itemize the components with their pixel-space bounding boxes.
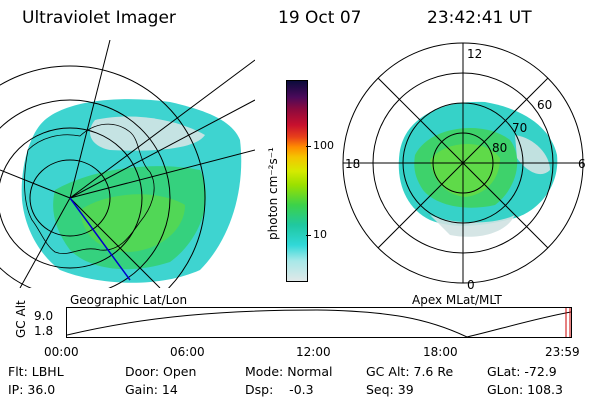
geographic-map [0, 40, 255, 288]
status-door: Door: Open [125, 364, 197, 379]
mlat-label-70: 70 [512, 121, 528, 135]
timeline-xtick-0000: 00:00 [44, 345, 79, 359]
timeline-xtick-1800: 18:00 [423, 345, 458, 359]
magnetic-polar-plot [342, 42, 584, 284]
timeline-ytick-high: 9.0 [34, 309, 54, 323]
colorbar-label-10: 10 [313, 228, 327, 241]
instrument-title: Ultraviolet Imager [22, 8, 176, 28]
colorbar-label-100: 100 [313, 139, 334, 152]
apex-caption: Apex MLat/MLT [412, 293, 502, 307]
colorbar-units: photon cm⁻²s⁻¹ [266, 147, 280, 240]
altitude-timeline [66, 307, 572, 338]
antarctica-outline [24, 123, 155, 254]
status-ip: IP: 36.0 [8, 382, 56, 397]
mlt-label-18: 18 [345, 157, 361, 171]
mlat-label-80: 80 [492, 141, 508, 155]
status-seq: Seq: 39 [366, 382, 414, 397]
timeline-xtick-1200: 12:00 [296, 345, 331, 359]
mlt-label-6: 6 [578, 157, 586, 171]
timeline-ylabel: GC Alt [14, 300, 28, 338]
geographic-caption: Geographic Lat/Lon [70, 293, 188, 307]
date-label: 19 Oct 07 [278, 8, 362, 28]
status-dsp: Dsp: -0.3 [245, 382, 314, 397]
geo-meridians [0, 40, 255, 288]
status-mode: Mode: Normal [245, 364, 333, 379]
status-glat: GLat: -72.9 [487, 364, 557, 379]
colorbar-tick-100 [306, 146, 311, 147]
time-label: 23:42:41 UT [427, 8, 532, 28]
status-gcalt: GC Alt: 7.6 Re [366, 364, 454, 379]
colorbar-tick-10 [306, 235, 311, 236]
geo-latitude-circles [0, 65, 206, 288]
colorbar [286, 80, 308, 282]
terminator-line [69, 197, 131, 281]
mlat-label-60: 60 [537, 98, 553, 112]
polar-mlt-lines [343, 43, 583, 283]
mlt-label-12: 12 [467, 47, 483, 61]
mlt-label-0: 0 [467, 278, 475, 292]
timeline-xtick-2359: 23:59 [545, 345, 580, 359]
status-flt: Flt: LBHL [8, 364, 64, 379]
altitude-curve [67, 308, 571, 337]
timeline-xtick-0600: 06:00 [170, 345, 205, 359]
timeline-ytick-low: 1.8 [34, 324, 54, 338]
status-glon: GLon: 108.3 [487, 382, 563, 397]
status-gain: Gain: 14 [125, 382, 178, 397]
